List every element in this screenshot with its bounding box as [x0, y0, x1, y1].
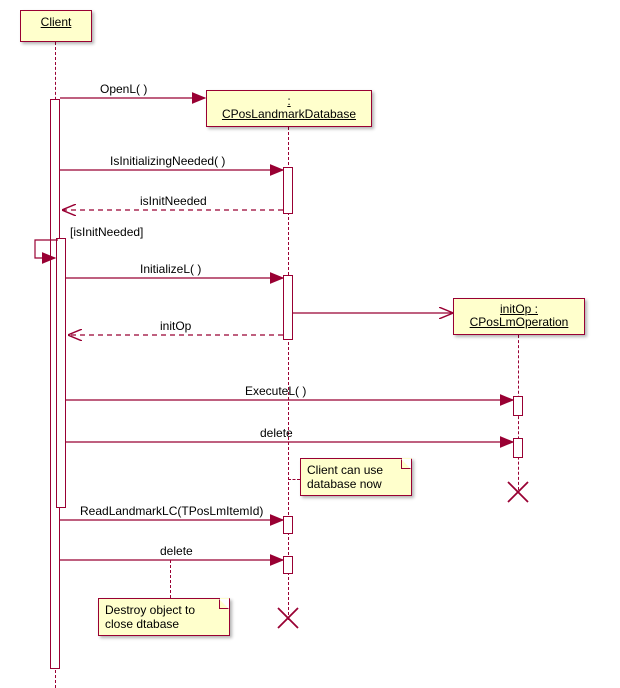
msg-label: initOp	[160, 319, 191, 333]
msg-label: delete	[260, 426, 293, 440]
msg-label: InitializeL( )	[140, 262, 201, 276]
arrows-layer	[0, 0, 620, 688]
msg-label: delete	[160, 544, 193, 558]
msg-label: ReadLandmarkLC(TPosLmItemId)	[80, 504, 263, 518]
msg-label: isInitNeeded	[140, 194, 207, 208]
msg-label: ExecuteL( )	[245, 384, 306, 398]
note-text: Client can usedatabase now	[307, 463, 383, 491]
msg-label: [isInitNeeded]	[70, 225, 143, 239]
note: Destroy object toclose dtabase	[98, 598, 230, 636]
note-text: Destroy object toclose dtabase	[105, 603, 195, 631]
msg-label: OpenL( )	[100, 82, 147, 96]
note: Client can usedatabase now	[300, 458, 412, 496]
sequence-diagram: Client :CPosLandmarkDatabase initOp :CPo…	[0, 0, 620, 688]
msg-label: IsInitializingNeeded( )	[110, 154, 225, 168]
